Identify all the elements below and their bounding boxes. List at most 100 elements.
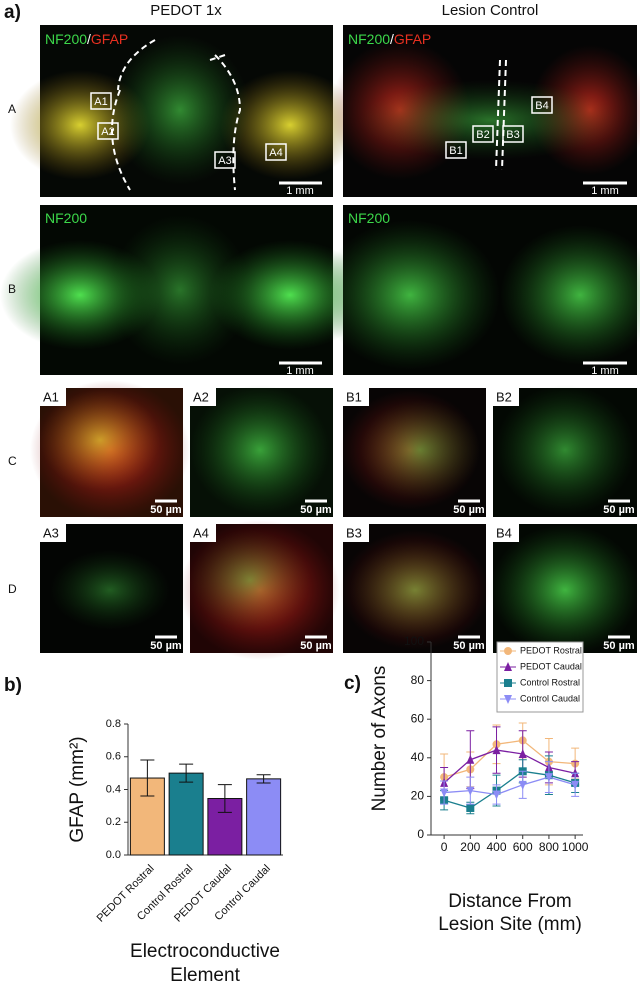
stain-text: NF200 [348, 210, 390, 226]
marker [504, 679, 512, 687]
legend-label: PEDOT Caudal [520, 661, 582, 671]
scale-label: 50 µm [150, 640, 182, 652]
scale-label: 50 µm [603, 640, 635, 652]
panel-tag-bg [343, 524, 369, 542]
bar [246, 778, 282, 856]
region-label: B4 [535, 100, 548, 112]
region-box [531, 96, 553, 114]
series-line [443, 739, 576, 778]
panel-tag-bg [343, 388, 369, 406]
x-axis-label: Electroconductive Element [130, 941, 280, 986]
region-box [97, 122, 119, 140]
scale-label: 50 µm [300, 640, 332, 652]
stain-label: NF200 [45, 210, 87, 226]
y-tick-label: 60 [411, 711, 425, 725]
y-tick-label: 0.4 [106, 783, 121, 795]
panel-tag: A2 [193, 389, 209, 404]
panel-tag: A1 [43, 389, 59, 404]
stain-text: / [87, 31, 91, 47]
row-label: A [8, 102, 16, 116]
legend-label: PEDOT Rostral [520, 645, 582, 655]
panel-tag: A3 [43, 525, 59, 540]
stain-text: NF200 [45, 31, 87, 47]
region-label: B3 [506, 129, 519, 141]
region-label: A2 [101, 126, 114, 138]
row-label: C [8, 454, 17, 468]
y-tick-label: 0.8 [106, 718, 121, 730]
panel-tag: B4 [496, 525, 512, 540]
bar [168, 772, 204, 856]
error-bar [256, 774, 271, 784]
legend-label: Control Rostral [520, 677, 580, 687]
x-tick-label: 0 [441, 840, 448, 854]
region-box [90, 92, 112, 110]
marker [571, 780, 580, 790]
stain-text: GFAP [394, 31, 431, 47]
stain-label: NF200 [348, 210, 390, 226]
scale-label: 1 mm [286, 365, 314, 377]
stain-label: NF200/GFAP [348, 31, 431, 47]
x-tick-label: 600 [513, 840, 533, 854]
scale-label: 50 µm [453, 640, 485, 652]
series-line [444, 776, 576, 796]
panel-tag-bg [40, 388, 66, 406]
region-box [502, 125, 524, 143]
scale-label: 50 µm [453, 504, 485, 516]
scale-label: 1 mm [591, 185, 619, 197]
region-label: B1 [449, 145, 462, 157]
marker [504, 662, 512, 671]
marker [504, 695, 512, 704]
error-bar [140, 759, 155, 797]
panel-tag-bg [493, 388, 519, 406]
legend-box [496, 641, 584, 713]
region-label: A1 [94, 96, 107, 108]
y-tick-label: 0.6 [106, 751, 121, 763]
error-bar [217, 784, 232, 813]
region-box [445, 141, 467, 159]
marker [518, 780, 527, 790]
column-title: PEDOT 1x [150, 2, 222, 19]
region-label: A3 [218, 155, 231, 167]
panel-label: b) [4, 675, 22, 696]
marker [466, 786, 475, 796]
panel-tag-bg [493, 524, 519, 542]
region-box [214, 151, 236, 169]
panel-tag: A4 [193, 525, 209, 540]
y-tick-label: 100 [404, 634, 424, 648]
stain-text: / [390, 31, 394, 47]
series-line [443, 770, 576, 809]
scale-label: 1 mm [591, 365, 619, 377]
region-box [472, 125, 494, 143]
y-tick-label: 40 [411, 750, 425, 764]
panel-tag: B2 [496, 389, 512, 404]
marker [518, 748, 527, 758]
y-tick-label: 20 [411, 789, 425, 803]
panel-tag-bg [190, 524, 216, 542]
panel-label: a) [4, 2, 21, 23]
row-label: D [8, 582, 17, 596]
scale-label: 50 µm [603, 504, 635, 516]
y-tick-label: 0 [417, 827, 424, 841]
stain-text: NF200 [45, 210, 87, 226]
error-bar [179, 763, 194, 783]
legend-label: Control Caudal [520, 693, 580, 703]
y-tick-label: 80 [411, 673, 425, 687]
y-tick-label: 0.2 [106, 816, 121, 828]
region-label: A4 [269, 147, 282, 159]
region-label: B2 [476, 129, 489, 141]
x-tick-label: 200 [460, 840, 480, 854]
row-label: B [8, 282, 16, 296]
marker [544, 773, 553, 783]
series-line [443, 749, 576, 784]
x-tick-label: 800 [539, 840, 559, 854]
panel-label: c) [344, 673, 361, 694]
marker [466, 754, 475, 764]
panel-tag: B1 [346, 389, 362, 404]
micrographs [0, 25, 640, 660]
marker [492, 745, 501, 755]
stain-label: NF200/GFAP [45, 31, 128, 47]
marker [466, 803, 475, 812]
stain-text: NF200 [348, 31, 390, 47]
